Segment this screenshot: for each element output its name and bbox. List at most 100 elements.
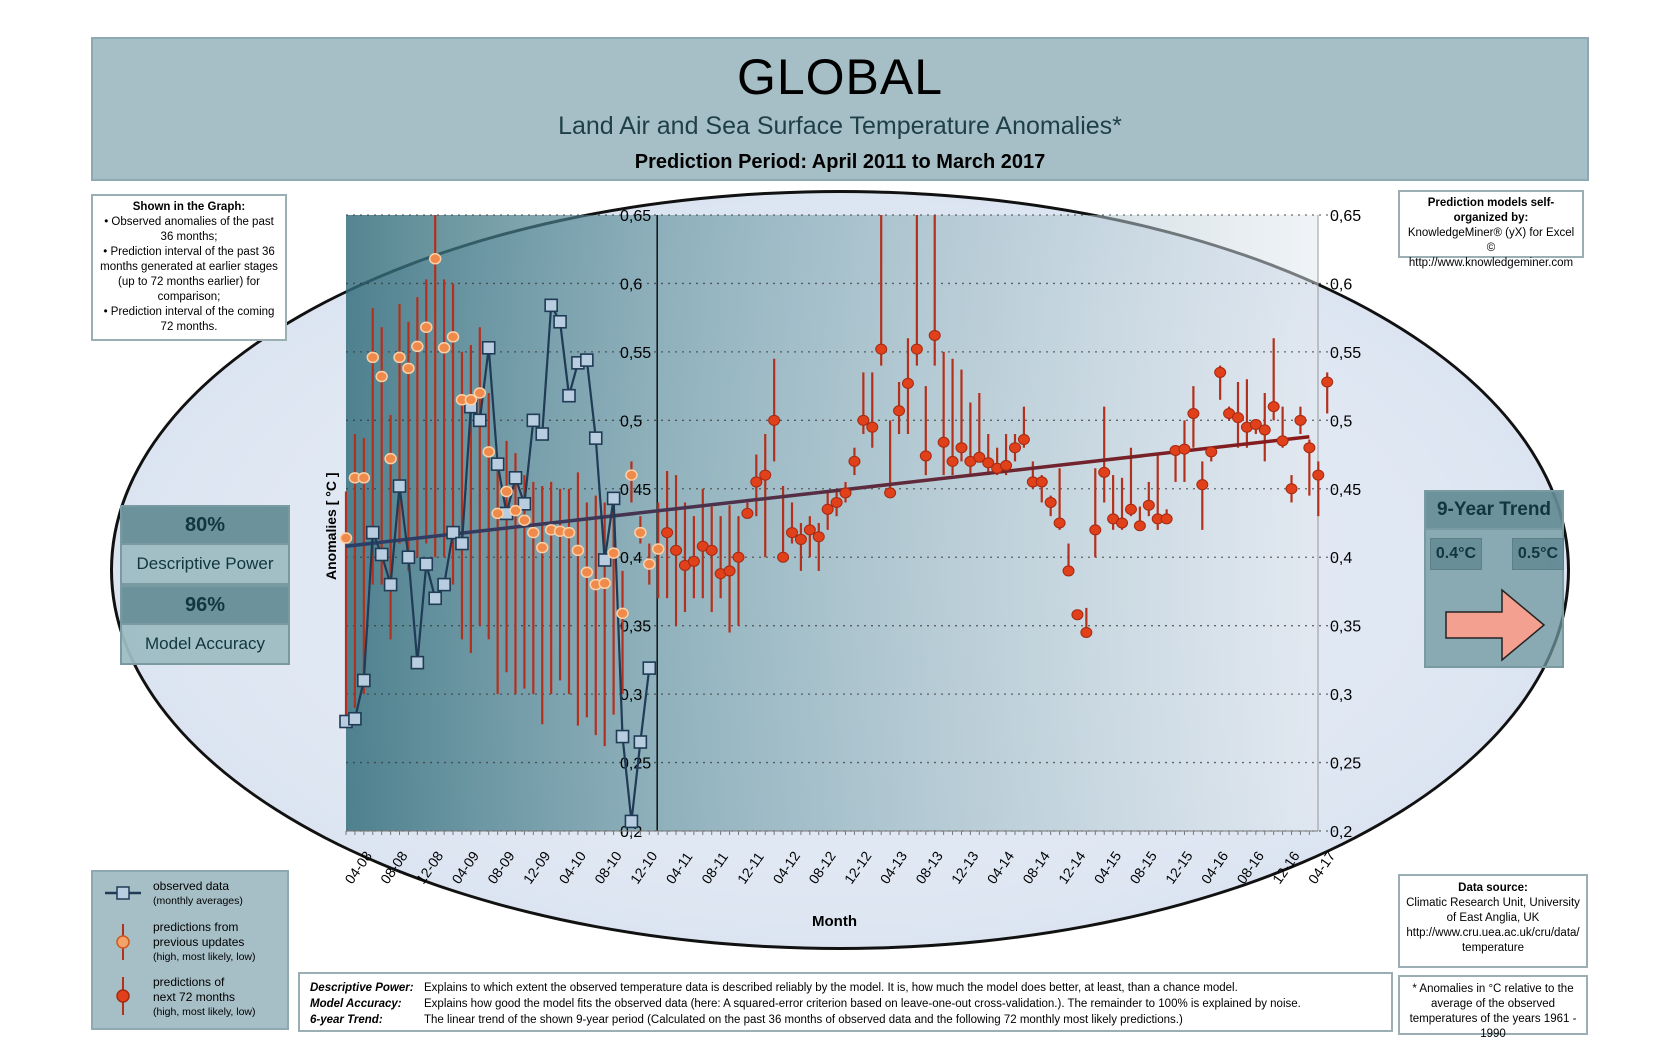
next-prediction-point bbox=[875, 343, 888, 355]
observed-point bbox=[455, 536, 469, 551]
prediction-period: Prediction Period: April 2011 to March 2… bbox=[634, 151, 1046, 173]
x-tick-label: 08-12 bbox=[805, 848, 839, 887]
observed-point bbox=[392, 479, 407, 493]
source-link[interactable]: http://www.cru.uea.ac.uk/cru/data/ tempe… bbox=[1406, 927, 1580, 954]
previous-prediction-point bbox=[375, 370, 388, 383]
trend-line bbox=[345, 435, 1310, 549]
x-tick-label: 04-15 bbox=[1091, 848, 1125, 887]
x-tick-label: 12-11 bbox=[734, 849, 767, 887]
next-prediction-point bbox=[741, 507, 754, 519]
observed-point bbox=[615, 729, 630, 744]
models-link[interactable]: © http://www.knowledgeminer.com bbox=[1408, 242, 1574, 269]
nine-year-trend-panel: 9-Year Trend 0.4°C 0.5°C bbox=[1424, 490, 1564, 668]
observed-point bbox=[544, 298, 558, 313]
x-tick-label: 12-15 bbox=[1162, 848, 1196, 887]
observed-point bbox=[633, 735, 648, 749]
legend-observed-sub: (monthly averages) bbox=[153, 895, 243, 907]
previous-prediction-point bbox=[651, 543, 665, 555]
model-accuracy-label: Model Accuracy bbox=[122, 625, 288, 663]
y-tick-label-right: 0,45 bbox=[1330, 482, 1361, 499]
x-tick-label: 08-11 bbox=[698, 849, 731, 887]
next-prediction-point bbox=[910, 343, 923, 355]
next-prediction-point bbox=[901, 377, 914, 389]
x-tick-label: 12-12 bbox=[841, 848, 875, 887]
previous-prediction-point bbox=[518, 514, 531, 527]
shown-in-graph-box: Shown in the Graph: • Observed anomalies… bbox=[91, 194, 287, 341]
descriptive-power-kpi: 80% Descriptive Power bbox=[120, 505, 290, 585]
x-axis-label: Month bbox=[812, 913, 857, 930]
next-prediction-point bbox=[1116, 517, 1129, 529]
next-prediction-legend-icon bbox=[116, 977, 130, 1015]
observed-legend-icon bbox=[105, 886, 141, 900]
descriptive-power-value: 80% bbox=[122, 507, 288, 545]
observed-point bbox=[446, 525, 460, 540]
observed-point bbox=[481, 340, 496, 355]
previous-prediction-point bbox=[607, 547, 620, 559]
next-prediction-point bbox=[705, 544, 718, 556]
next-prediction-point bbox=[1080, 627, 1093, 639]
previous-prediction-point bbox=[366, 351, 380, 364]
y-tick-label-left: 0,65 bbox=[620, 208, 651, 225]
y-tick-label-left: 0,6 bbox=[620, 276, 642, 293]
next-prediction-point bbox=[1000, 460, 1013, 472]
y-tick-label-right: 0,5 bbox=[1330, 413, 1352, 430]
observed-point bbox=[401, 550, 416, 565]
x-tick-label: 08-13 bbox=[912, 848, 946, 887]
models-credit-box: Prediction models self-organized by: Kno… bbox=[1398, 190, 1584, 269]
page-subtitle: Land Air and Sea Surface Temperature Ano… bbox=[558, 112, 1122, 140]
legend-observed: observed data (monthly averages) bbox=[153, 879, 243, 909]
previous-prediction-point bbox=[535, 541, 549, 554]
legend-next-sub: (high, most likely, low) bbox=[153, 1006, 256, 1018]
explanation-label: 6-year Trend: bbox=[310, 1014, 383, 1026]
next-prediction-point bbox=[1258, 424, 1271, 436]
legend-symbols bbox=[105, 886, 141, 1015]
y-tick-label-right: 0,6 bbox=[1330, 276, 1352, 293]
next-prediction-point bbox=[670, 544, 683, 556]
observed-point bbox=[642, 661, 657, 675]
next-prediction-point bbox=[1276, 435, 1289, 447]
trend-end-value: 0.5°C bbox=[1512, 538, 1564, 570]
observed-point bbox=[419, 557, 434, 571]
previous-prediction-point bbox=[402, 362, 415, 375]
next-prediction-point bbox=[1133, 520, 1146, 532]
legend-previous-title1: predictions from bbox=[153, 920, 239, 934]
previous-prediction-point bbox=[580, 566, 594, 579]
descriptive-power-label: Descriptive Power bbox=[122, 545, 288, 583]
observed-point bbox=[535, 427, 550, 441]
x-tick-label: 08-08 bbox=[377, 848, 411, 887]
next-prediction-point bbox=[1098, 466, 1111, 478]
previous-prediction-point bbox=[643, 558, 656, 570]
explanation-label: Descriptive Power: bbox=[310, 982, 414, 994]
x-tick-label: 04-12 bbox=[770, 848, 804, 887]
x-tick-label: 04-16 bbox=[1198, 848, 1232, 887]
previous-prediction-point bbox=[634, 526, 647, 539]
next-prediction-point bbox=[1053, 517, 1066, 529]
x-tick-label: 12-14 bbox=[1055, 848, 1089, 887]
observed-point bbox=[562, 388, 576, 403]
previous-prediction-point bbox=[562, 526, 576, 539]
next-prediction-point bbox=[1009, 442, 1021, 454]
previous-prediction-point bbox=[509, 504, 522, 517]
next-prediction-point bbox=[1089, 524, 1102, 536]
previous-prediction-legend-icon bbox=[116, 924, 130, 960]
next-prediction-point bbox=[1303, 442, 1316, 454]
next-prediction-point bbox=[1294, 414, 1307, 426]
y-tick-label-right: 0,4 bbox=[1330, 550, 1352, 567]
anomaly-note-box: * Anomalies in °C relative to the averag… bbox=[1398, 975, 1588, 1040]
next-prediction-point bbox=[812, 531, 825, 543]
previous-prediction-point bbox=[411, 340, 424, 353]
y-axis-label: Anomalies [ °C ] bbox=[323, 472, 339, 580]
observed-point bbox=[606, 491, 621, 506]
next-prediction-point bbox=[1044, 496, 1057, 508]
next-prediction-point bbox=[1142, 499, 1155, 511]
previous-prediction-point bbox=[625, 469, 638, 481]
next-prediction-point bbox=[750, 476, 763, 488]
next-prediction-point bbox=[982, 457, 995, 469]
next-prediction-point bbox=[928, 329, 941, 341]
next-prediction-point bbox=[1062, 565, 1075, 577]
previous-prediction-point bbox=[437, 342, 451, 354]
explanation-row: 6-year Trend: The linear trend of the sh… bbox=[310, 1012, 1381, 1028]
x-tick-label: 04-10 bbox=[555, 848, 589, 887]
next-prediction-point bbox=[955, 442, 968, 454]
next-prediction-point bbox=[777, 551, 790, 563]
